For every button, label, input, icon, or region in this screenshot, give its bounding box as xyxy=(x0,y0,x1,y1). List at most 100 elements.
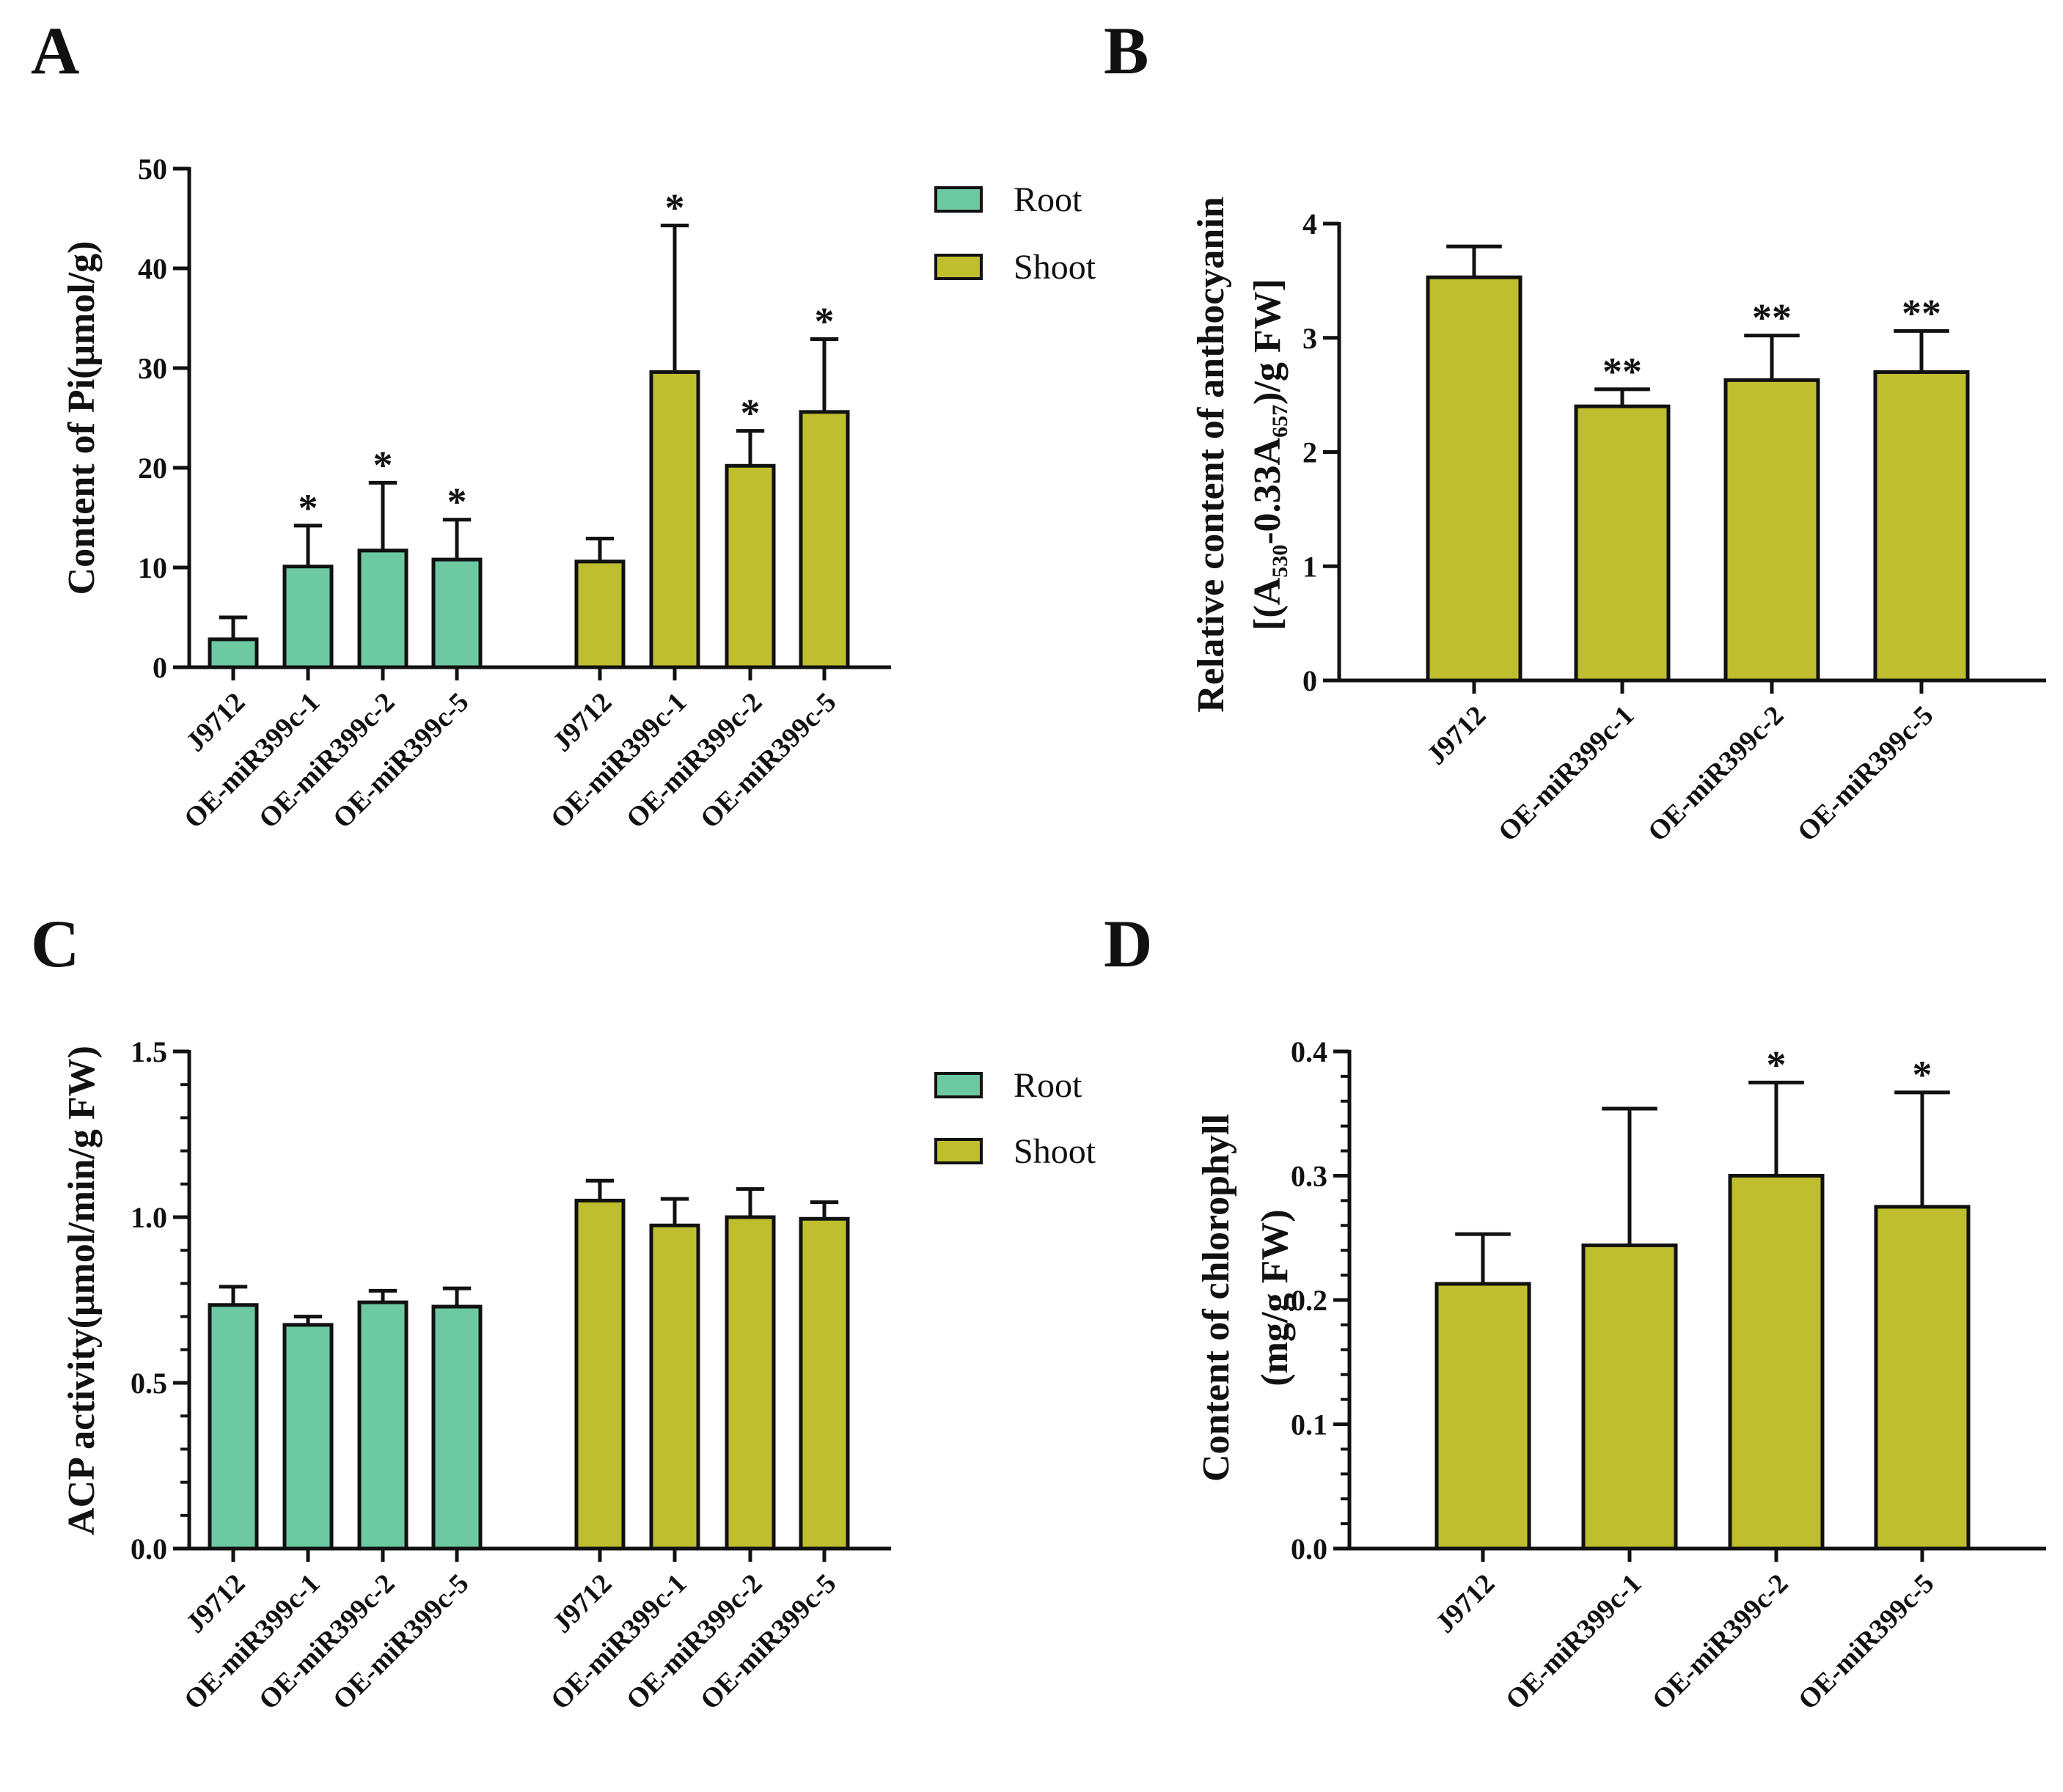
y-axis-title-subscript: 530 xyxy=(1268,545,1292,578)
y-tick-label: 10 xyxy=(138,551,167,584)
y-tick-label: 40 xyxy=(138,252,167,285)
significance-mark: * xyxy=(1767,1043,1787,1087)
bar-shoot xyxy=(574,559,626,669)
y-axis-title-part: )/g FW] xyxy=(1247,279,1289,405)
legend-swatch-shoot xyxy=(934,254,983,280)
bar-shoot xyxy=(574,1198,626,1551)
x-tick-label: J9712 xyxy=(546,687,618,758)
bar-shoot xyxy=(799,1216,850,1551)
panel-a-pi-content-chart: A 0 10 20 30 40 50 Content of Pi(μmol/g) J9712 * O… xyxy=(31,13,1096,834)
panel-letter: D xyxy=(1104,906,1152,981)
significance-mark: * xyxy=(741,392,761,436)
panel-letter: B xyxy=(1104,13,1148,88)
y-axis-title-unit: [(A530-0.33A657)/g FW] xyxy=(1247,279,1292,631)
y-tick-label: 0.2 xyxy=(1291,1284,1327,1317)
bar-root xyxy=(431,557,483,669)
legend: Root Shoot xyxy=(934,180,1096,287)
x-tick-label: OE-miR399c-1 xyxy=(178,687,326,834)
x-tick-label: J9712 xyxy=(1429,1568,1500,1639)
legend: Root Shoot xyxy=(934,1066,1096,1171)
bar-shoot xyxy=(799,410,850,669)
significance-mark: ** xyxy=(1602,350,1642,394)
y-tick-label: 30 xyxy=(138,352,167,385)
x-tick-label: OE-miR399c-1 xyxy=(545,687,692,834)
x-tick-label: OE-miR399c-2 xyxy=(1646,1568,1794,1716)
significance-mark: ** xyxy=(1752,296,1792,340)
y-axis-title-part: -0.33A xyxy=(1247,437,1289,544)
legend-label-root: Root xyxy=(1014,180,1082,219)
panel-d-chlorophyll-chart: D 0.0 0.1 0.2 0.3 0.4 Content of chlorophyll (m… xyxy=(1104,906,2046,1716)
bar-shoot xyxy=(725,1215,776,1551)
bar-shoot xyxy=(1874,1205,1971,1551)
bar-shoot xyxy=(1728,1174,1825,1551)
legend-label-shoot: Shoot xyxy=(1014,1132,1096,1171)
bar-shoot xyxy=(1426,275,1522,683)
x-tick-label: OE-miR399c-1 xyxy=(545,1568,692,1716)
y-tick-label: 0.1 xyxy=(1291,1409,1327,1442)
y-tick-label: 20 xyxy=(138,452,167,485)
y-tick-label: 0 xyxy=(1302,664,1317,697)
x-tick-label: OE-miR399c-1 xyxy=(178,1568,326,1716)
bar-shoot xyxy=(1574,404,1671,683)
y-axis-title-subscript: 657 xyxy=(1268,405,1292,438)
bar-shoot xyxy=(725,463,776,669)
x-tick-label: J9712 xyxy=(180,1568,251,1639)
y-tick-label: 3 xyxy=(1302,322,1317,355)
panel-b-anthocyanin-chart: B 0 1 2 3 4 Relative content of anthocyanin [(A… xyxy=(1104,13,2046,848)
y-axis-title-unit: (mg/g FW) xyxy=(1254,1209,1296,1386)
y-tick-label: 0.0 xyxy=(1291,1532,1327,1565)
legend-label-root: Root xyxy=(1014,1066,1082,1105)
x-tick-label: OE-miR399c-1 xyxy=(1500,1568,1647,1716)
bar-root xyxy=(208,1303,259,1551)
x-tick-label: OE-miR399c-5 xyxy=(1792,1568,1940,1716)
legend-swatch-root xyxy=(934,186,983,213)
x-tick-label: J9712 xyxy=(546,1568,618,1639)
panel-c-acp-activity-chart: C 0.0 0.5 1.0 1.5 ACP activity(μmol/min/g FW)… xyxy=(31,906,1096,1716)
y-tick-label: 4 xyxy=(1302,208,1317,240)
y-tick-label: 2 xyxy=(1302,436,1317,469)
bar-shoot xyxy=(649,370,700,669)
x-tick-label: OE-miR399c-5 xyxy=(327,1568,474,1716)
y-axis-title: Content of Pi(μmol/g) xyxy=(61,241,103,595)
y-tick-label: 1.0 xyxy=(131,1201,167,1234)
y-tick-label: 1.5 xyxy=(131,1035,167,1068)
y-axis-title: Relative content of anthocyanin xyxy=(1190,197,1232,712)
y-tick-label: 0.3 xyxy=(1291,1160,1327,1193)
significance-mark: * xyxy=(1913,1053,1932,1097)
y-tick-label: 1 xyxy=(1302,550,1317,583)
significance-mark: * xyxy=(447,480,467,524)
significance-mark: ** xyxy=(1902,291,1941,335)
legend-swatch-shoot xyxy=(934,1138,983,1164)
x-tick-label: J9712 xyxy=(180,687,251,758)
significance-mark: * xyxy=(665,186,685,230)
bar-root xyxy=(431,1304,483,1551)
significance-mark: * xyxy=(298,486,318,530)
x-tick-label: OE-miR399c-5 xyxy=(327,687,474,834)
x-tick-label: J9712 xyxy=(1421,700,1492,771)
panel-letter: A xyxy=(31,13,79,88)
bar-shoot xyxy=(1723,378,1820,683)
x-tick-label: OE-miR399c-2 xyxy=(1642,700,1789,848)
bar-root xyxy=(208,637,259,669)
x-tick-label: OE-miR399c-5 xyxy=(695,687,842,834)
y-tick-label: 0 xyxy=(153,651,167,684)
bar-root xyxy=(282,1323,334,1551)
x-tick-label: OE-miR399c-5 xyxy=(695,1568,842,1716)
x-tick-label: OE-miR399c-1 xyxy=(1492,700,1640,848)
bar-shoot xyxy=(1434,1282,1531,1551)
x-tick-label: OE-miR399c-5 xyxy=(1792,700,1939,848)
bar-shoot xyxy=(1581,1243,1678,1551)
bar-shoot xyxy=(649,1223,700,1551)
y-tick-label: 0.0 xyxy=(131,1532,167,1565)
y-axis-title: ACP activity(μmol/min/g FW) xyxy=(61,1046,103,1535)
bar-root xyxy=(357,548,408,669)
y-axis-title-part: [(A xyxy=(1247,577,1289,631)
bar-root xyxy=(282,565,334,669)
significance-mark: * xyxy=(373,443,393,487)
legend-swatch-root xyxy=(934,1072,983,1098)
y-tick-label: 50 xyxy=(138,153,167,186)
panel-letter: C xyxy=(31,906,79,981)
y-tick-label: 0.5 xyxy=(131,1367,167,1400)
bar-root xyxy=(357,1300,408,1551)
